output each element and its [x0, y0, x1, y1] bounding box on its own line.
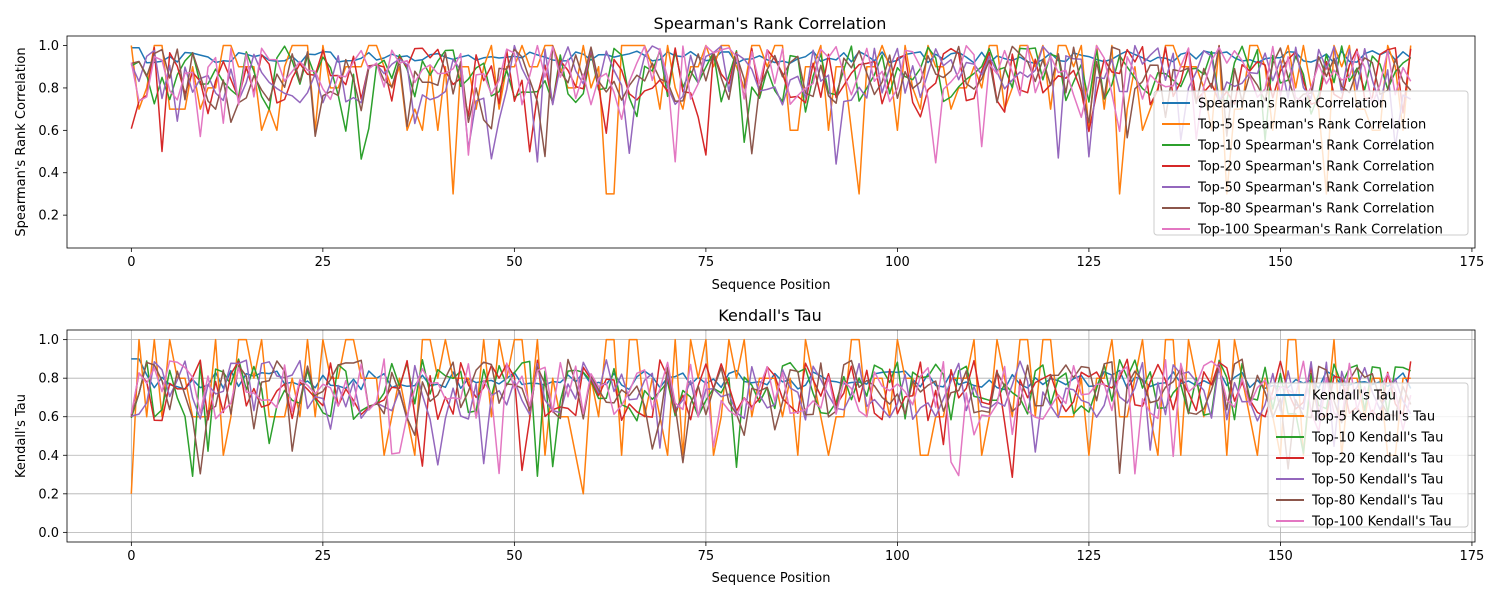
- x-tick-label: 0: [127, 549, 135, 564]
- series-lines: [130, 44, 1412, 195]
- x-axis-ticks: 0 25 50 75 100 125 150 175: [127, 542, 1484, 564]
- legend-entry: Top-10 Spearman's Rank Correlation: [1197, 139, 1435, 154]
- legend-entry: Kendall's Tau: [1312, 389, 1396, 404]
- x-tick-label: 50: [506, 549, 523, 564]
- chart-title: Kendall's Tau: [718, 306, 821, 325]
- y-tick-label: 0.8: [38, 81, 59, 96]
- y-tick-label: 0.6: [38, 410, 59, 425]
- legend-entry: Spearman's Rank Correlation: [1198, 97, 1387, 112]
- legend-entry: Top-50 Kendall's Tau: [1311, 473, 1443, 488]
- y-axis-label: Spearman's Rank Correlation: [14, 47, 29, 236]
- legend-entry: Top-20 Kendall's Tau: [1311, 452, 1443, 467]
- series-line: [130, 44, 1412, 165]
- y-tick-label: 0.4: [38, 166, 59, 181]
- legend-entry: Top-5 Spearman's Rank Correlation: [1197, 118, 1426, 133]
- y-axis-ticks: 0.2 0.4 0.6 0.8 1.0: [38, 39, 67, 224]
- x-tick-label: 175: [1460, 549, 1485, 564]
- y-axis-ticks: 0.0 0.2 0.4 0.6 0.8 1.0: [38, 333, 67, 541]
- x-tick-label: 75: [698, 549, 715, 564]
- legend-entry: Top-100 Spearman's Rank Correlation: [1197, 223, 1443, 238]
- series-line: [130, 358, 1412, 479]
- x-tick-label: 175: [1460, 255, 1485, 270]
- x-tick-label: 150: [1268, 549, 1293, 564]
- x-tick-label: 25: [315, 549, 332, 564]
- y-tick-label: 0.2: [38, 487, 59, 502]
- x-tick-label: 100: [885, 255, 910, 270]
- y-tick-label: 0.0: [38, 526, 59, 541]
- plot-area-frame: [66, 35, 1476, 249]
- kendall-panel: Kendall's Tau 0 25 50 75 100 125 150 175 0.0 0.2…: [14, 306, 1484, 586]
- x-tick-label: 100: [885, 549, 910, 564]
- y-tick-label: 0.4: [38, 449, 59, 464]
- legend-entry: Top-5 Kendall's Tau: [1311, 410, 1435, 425]
- y-axis-label: Kendall's Tau: [14, 394, 29, 478]
- x-tick-label: 125: [1076, 549, 1101, 564]
- x-tick-label: 150: [1268, 255, 1293, 270]
- series-lines: [130, 338, 1412, 495]
- y-tick-label: 0.2: [38, 209, 59, 224]
- chart-title: Spearman's Rank Correlation: [654, 14, 887, 33]
- x-tick-label: 0: [127, 255, 135, 270]
- y-tick-label: 1.0: [38, 333, 59, 348]
- plot-area-frame: [66, 329, 1476, 543]
- x-tick-label: 125: [1076, 255, 1101, 270]
- x-axis-ticks: 0 25 50 75 100 125 150 175: [127, 248, 1484, 270]
- series-line: [130, 358, 1412, 475]
- y-tick-label: 0.6: [38, 124, 59, 139]
- legend-entry: Top-80 Kendall's Tau: [1311, 494, 1443, 509]
- legend-box: [1267, 382, 1469, 528]
- legend-entry: Top-80 Spearman's Rank Correlation: [1197, 202, 1435, 217]
- y-tick-label: 0.8: [38, 372, 59, 387]
- x-axis-label: Sequence Position: [712, 278, 831, 293]
- y-tick-label: 1.0: [38, 39, 59, 54]
- legend-box: [1153, 90, 1469, 236]
- legend: Spearman's Rank Correlation Top-5 Spearma…: [1153, 90, 1469, 238]
- legend-entry: Top-100 Kendall's Tau: [1311, 515, 1452, 530]
- x-axis-label: Sequence Position: [712, 571, 831, 586]
- x-tick-label: 25: [315, 255, 332, 270]
- legend: Kendall's Tau Top-5 Kendall's Tau Top-10 K…: [1267, 382, 1469, 530]
- legend-entry: Top-20 Spearman's Rank Correlation: [1197, 160, 1435, 175]
- spearman-panel: Spearman's Rank Correlation 0 25 50 75 100 12…: [14, 14, 1484, 293]
- x-tick-label: 75: [698, 255, 715, 270]
- legend-entry: Top-10 Kendall's Tau: [1311, 431, 1443, 446]
- x-tick-label: 50: [506, 255, 523, 270]
- series-line: [130, 358, 1412, 477]
- legend-entry: Top-50 Spearman's Rank Correlation: [1197, 181, 1435, 196]
